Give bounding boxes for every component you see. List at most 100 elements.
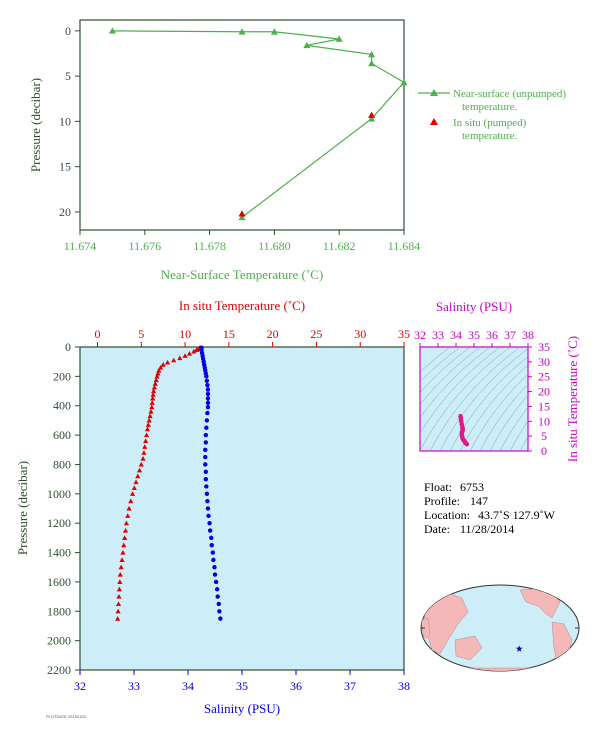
salinity-tick-label: 38 [398,679,410,693]
temperature-point [129,491,136,496]
temperature-point [186,351,193,356]
salinity-point [205,498,210,504]
near-surface-y-tick-label: 15 [59,160,71,174]
salinity-point [209,535,214,541]
density-contour-line [509,420,528,451]
salinity-series [199,345,223,621]
pressure-tick-label: 600 [53,428,71,442]
salinity-tick-label: 35 [236,679,248,693]
salinity-point [205,410,210,416]
temperature-point [171,357,177,363]
ts-x-tick-label: 37 [504,328,516,342]
pressure-tick-label: 1000 [47,487,71,501]
salinity-point [205,506,211,511]
salinity-point [207,528,213,533]
salinity-point [203,462,208,467]
pressure-tick-label: 2000 [47,634,71,648]
salinity-point [218,616,223,621]
near-surface-x-tick-label: 11.678 [193,239,226,253]
legend-label-pumped-2: temperature. [462,130,518,142]
salinity-point [203,469,209,474]
pressure-tick-label: 2200 [47,663,71,677]
float-location-marker [515,645,523,652]
legend-label-pumped-1: In situ (pumped) [453,117,527,129]
temperature-point [117,571,123,577]
unpumped-temperature-marker [238,28,246,35]
density-contour-line [519,436,528,451]
temperature-point [138,461,144,467]
density-contour-line [420,347,461,383]
unpumped-temperature-marker [238,213,246,221]
salinity-point [203,454,208,460]
density-contour-line [439,348,528,451]
near-surface-x-ticks: 11.674 11.676 11.678 11.680 11.682 11.684 [64,230,420,253]
temperature-point [117,579,123,584]
salinity-point [215,594,220,599]
near-surface-legend: Near-surface (unpumped) temperature. In … [418,88,566,142]
temperature-point [135,473,141,479]
temperature-tick-label: 25 [310,327,322,341]
ts-title: Salinity (PSU) [436,299,512,314]
unpumped-temperature-line [112,30,405,218]
near-surface-y-label: Pressure (decibar) [28,78,43,172]
temperature-point [125,513,131,518]
profile-label: Profile: [424,494,460,508]
salinity-point [214,587,220,592]
temperature-point [115,616,121,621]
temperature-point [164,359,171,365]
unpumped-temperature-marker [368,115,376,122]
ts-x-tick-label: 38 [522,328,534,342]
salinity-point [216,601,221,607]
density-contour-line [499,406,528,451]
ts-y-tick-label: 30 [538,355,550,369]
deep-profile-panel: 0 5 10 15 20 25 30 35 32 33 34 35 36 37 38 0 200 400 600… [15,298,410,716]
legend-label-unpumped-2: temperature. [462,101,518,113]
temperature-point [115,601,122,607]
near-surface-x-tick-label: 11.674 [64,239,97,253]
temperature-point [157,364,164,370]
near-surface-panel: 11.674 11.676 11.678 11.680 11.682 11.684 0 5 1… [28,19,566,282]
ts-x-tick-label: 34 [450,328,462,342]
salinity-point [205,396,211,401]
temperature-point [133,479,139,485]
salinity-point [207,520,212,526]
near-surface-y-ticks: 0 5 10 15 20 [59,24,80,219]
salinity-point [203,476,209,482]
date-label: Date: [424,522,450,536]
salinity-point [212,565,217,570]
temperature-point [142,444,148,449]
temperature-tick-label: 10 [179,327,191,341]
temperature-point [156,367,162,373]
temperature-tick-label: 0 [95,327,101,341]
unpumped-temperature-marker [400,78,408,86]
temperature-point [149,404,155,410]
temperature-point [148,409,154,414]
temperature-point [150,392,156,397]
near-surface-frame [79,19,405,231]
salinity-point [212,572,218,577]
pressure-tick-label: 1200 [47,516,71,530]
temperature-point [141,450,147,455]
temperature-point [122,535,128,540]
map-landmass-africa-edge [421,617,431,641]
density-contour-line [420,347,501,434]
ts-x-tick-label: 33 [432,328,444,342]
ts-x-ticks: 32 33 34 35 36 37 38 [414,328,534,347]
temperature-point [126,505,132,511]
density-contour-line [420,347,511,451]
temperature-point [120,549,126,555]
deep-profile-frame [79,346,405,671]
near-surface-x-label: Near-Surface Temperature (˚C) [161,267,323,282]
density-contour-line [420,347,451,373]
temperature-tick-label: 15 [223,327,235,341]
location-label: Location: [424,508,470,522]
salinity-point [203,440,209,445]
ts-x-tick-label: 35 [468,328,480,342]
salinity-point [205,382,210,388]
unpumped-temperature-marker [303,41,311,49]
temperature-point [150,388,157,394]
ts-y-tick-label: 0 [541,444,547,458]
pressure-tick-label: 1800 [47,604,71,618]
